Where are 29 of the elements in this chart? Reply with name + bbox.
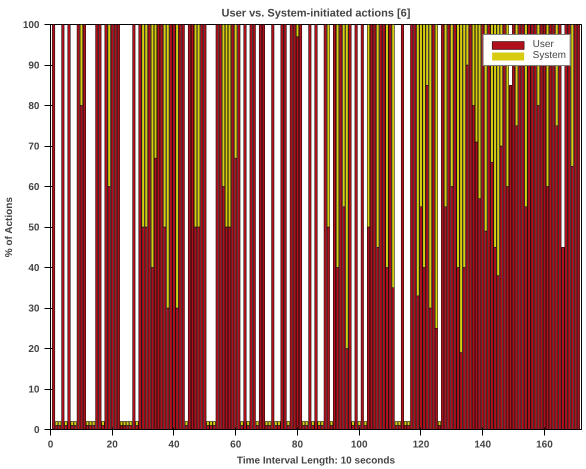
y-tick-label: 70 xyxy=(28,142,40,152)
bar xyxy=(126,421,130,426)
bar xyxy=(123,421,126,426)
x-tick-label: 140 xyxy=(474,440,492,450)
y-tick-label: 90 xyxy=(28,60,40,72)
y-tick-label: 30 xyxy=(28,304,40,314)
x-tick-label: 40 xyxy=(168,440,180,450)
bar xyxy=(210,421,213,426)
y-axis-title: % of Actions xyxy=(4,196,15,258)
legend-label: System xyxy=(532,50,566,61)
x-tick-label: 160 xyxy=(536,440,554,450)
x-tick-label: 120 xyxy=(412,440,430,450)
y-tick-label: 80 xyxy=(28,101,40,112)
y-tick-label: 10 xyxy=(28,384,40,396)
x-tick-label: 20 xyxy=(106,440,118,450)
y-tick-label: 60 xyxy=(28,182,40,193)
legend-label: User xyxy=(532,39,554,50)
x-tick-label: 0 xyxy=(48,440,54,450)
x-tick-label: 80 xyxy=(292,440,304,450)
y-tick-label: 0 xyxy=(34,425,40,436)
bar xyxy=(89,421,92,426)
y-tick-label: 40 xyxy=(28,263,40,274)
x-tick-label: 60 xyxy=(230,440,242,450)
x-tick-label: 100 xyxy=(350,440,368,450)
y-tick-label: 20 xyxy=(28,344,40,355)
y-tick-label: 50 xyxy=(28,222,40,234)
chart-title: User vs. System-initiated actions [6] xyxy=(222,8,411,20)
x-axis-title: Time Interval Length: 10 seconds xyxy=(236,456,396,466)
y-tick-label: 100 xyxy=(22,20,40,31)
